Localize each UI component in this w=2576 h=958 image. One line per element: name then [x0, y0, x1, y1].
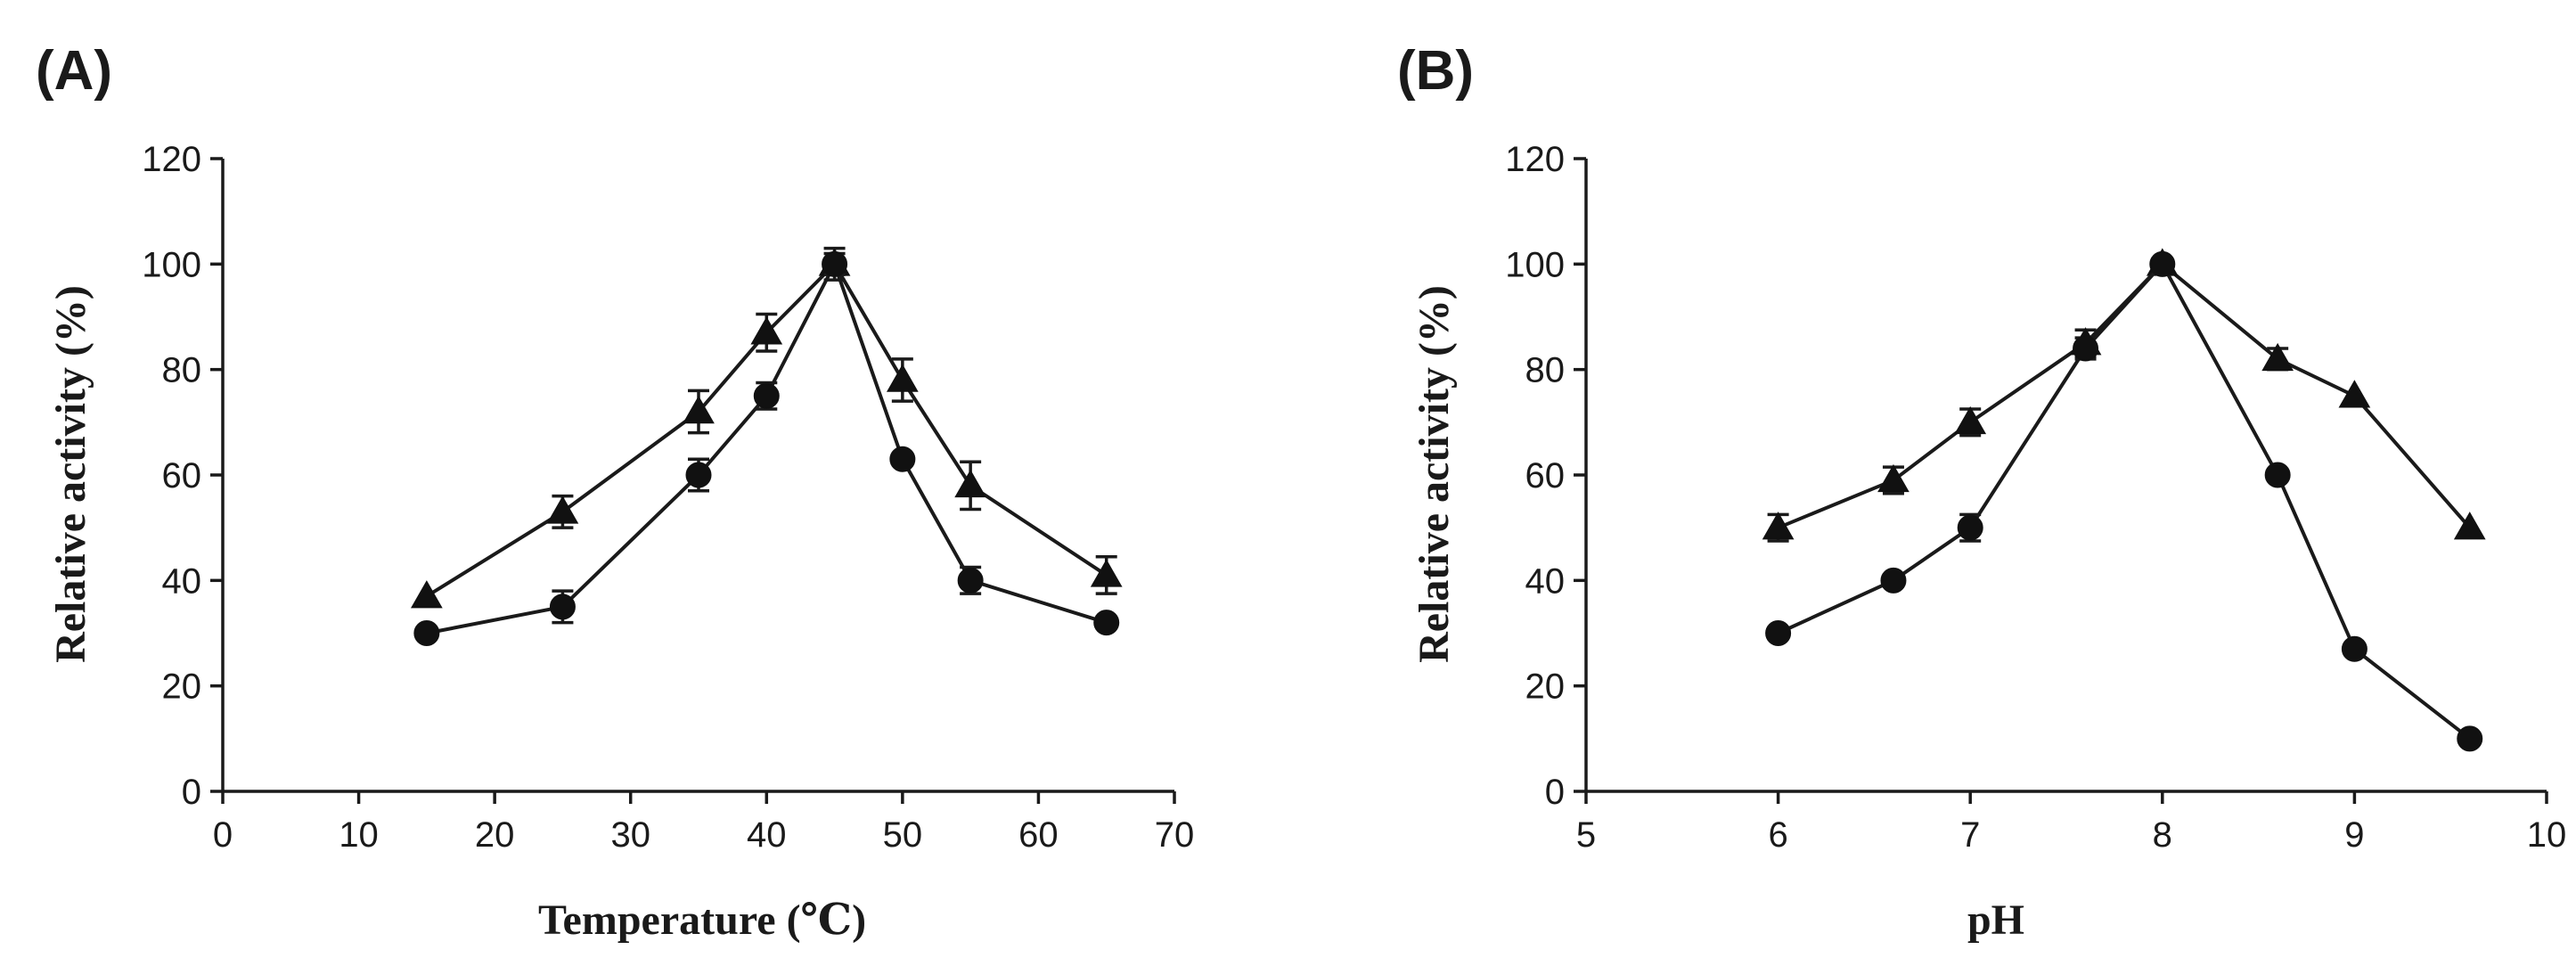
- panel-a-triangle-point-15: [410, 580, 443, 609]
- panel-a-y-tick-label-20: 20: [162, 667, 202, 707]
- panel-a-x-tick-label-10: 10: [339, 815, 379, 855]
- panel-b-circle-point-8_6: [2264, 462, 2291, 488]
- panel-a-y-tick-label-40: 40: [162, 561, 202, 601]
- panel-b-x-tick-label-6: 6: [1768, 815, 1787, 855]
- panel-a-circle-point-45: [822, 250, 848, 277]
- panel-b-circle-series-line: [1777, 260, 2471, 741]
- panel-b-circle-point-6: [1765, 620, 1792, 646]
- panel-a-y-tick-label-120: 120: [142, 140, 201, 179]
- panel-a-y-tick-label-0: 0: [182, 773, 201, 812]
- panel-a-x-tick-label-70: 70: [1155, 815, 1195, 855]
- panel-b-y-tick-label-60: 60: [1525, 456, 1566, 495]
- panel-a-y-tick-label-60: 60: [162, 456, 202, 495]
- panel-a-x-tick-label-50: 50: [883, 815, 923, 855]
- panel-b-label: (B): [1397, 40, 1474, 102]
- panel-a-y-tick-label-80: 80: [162, 351, 202, 390]
- panel-b: (B) Relative activity (%) pH 0 20 40 60 80 10…: [1397, 40, 2566, 944]
- panel-a-x-tick-label-60: 60: [1018, 815, 1059, 855]
- panel-b-x-axis-title: pH: [1967, 897, 2024, 944]
- panel-a-circle-point-40: [753, 382, 780, 409]
- panel-a-triangle-point-50: [886, 364, 919, 392]
- panel-b-y-tick-label-0: 0: [1545, 773, 1565, 812]
- panel-b-y-tick-label-120: 120: [1505, 140, 1565, 179]
- panel-a-triangle-point-25: [546, 495, 579, 524]
- panel-b-y-axis-title: Relative activity (%): [1411, 285, 1458, 663]
- panel-a-y-tick-label-100: 100: [142, 245, 201, 284]
- panel-b-x-tick-label-10: 10: [2527, 815, 2567, 855]
- panel-b-triangle-point-7: [1954, 405, 1987, 435]
- panel-b-circle-point-7_6: [2073, 335, 2099, 362]
- panel-a-circle-point-65: [1093, 610, 1120, 636]
- panel-a-triangle-series-line: [425, 261, 1108, 598]
- panel-a: (A) Relative activity (%) Temperature (℃…: [36, 40, 1194, 944]
- panel-b-circle-point-7: [1957, 514, 1983, 541]
- panel-b-circle-point-8: [2149, 250, 2176, 277]
- panel-a-label: (A): [36, 40, 112, 102]
- panel-a-triangle-point-55: [954, 469, 987, 498]
- panel-a-triangle-point-65: [1090, 559, 1123, 587]
- panel-a-x-tick-label-40: 40: [747, 815, 787, 855]
- panel-a-y-axis-title: Relative activity (%): [47, 285, 94, 663]
- panel-b-triangle-point-6: [1762, 512, 1795, 540]
- panel-b-x-tick-label-7: 7: [1960, 815, 1980, 855]
- panel-b-x-tick-label-9: 9: [2344, 815, 2364, 855]
- panel-a-triangle-point-35: [683, 395, 715, 424]
- panel-a-x-tick-label-0: 0: [213, 815, 233, 855]
- panel-b-circle-point-9: [2341, 635, 2367, 662]
- panel-b-triangle-point-9: [2338, 380, 2371, 408]
- panel-b-triangle-point-6_6: [1877, 463, 1910, 493]
- panel-b-circle-point-9_6: [2457, 725, 2483, 752]
- panel-b-triangle-point-9_6: [2453, 512, 2486, 540]
- panel-a-x-axis-title: Temperature (℃): [538, 897, 866, 944]
- panel-a-x-tick-label-30: 30: [610, 815, 650, 855]
- panel-b-x-tick-label-5: 5: [1576, 815, 1596, 855]
- panel-a-triangle-point-40: [750, 316, 783, 345]
- panel-b-y-tick-label-40: 40: [1525, 561, 1566, 601]
- panel-b-y-tick-label-80: 80: [1525, 351, 1566, 390]
- panel-a-circle-point-15: [413, 620, 440, 646]
- panel-b-circle-point-6_6: [1880, 567, 1907, 594]
- panel-a-circle-point-50: [889, 446, 916, 472]
- panel-a-circle-point-35: [685, 462, 712, 488]
- panel-b-y-tick-label-100: 100: [1505, 245, 1565, 284]
- panel-a-circle-point-55: [957, 567, 984, 594]
- panel-b-triangle-point-8_6: [2261, 342, 2294, 372]
- panel-a-circle-series-line: [426, 259, 1108, 635]
- panel-a-x-tick-label-20: 20: [475, 815, 515, 855]
- panel-b-x-tick-label-8: 8: [2153, 815, 2172, 855]
- panel-b-y-tick-label-20: 20: [1525, 667, 1566, 707]
- panel-a-circle-point-25: [549, 594, 576, 620]
